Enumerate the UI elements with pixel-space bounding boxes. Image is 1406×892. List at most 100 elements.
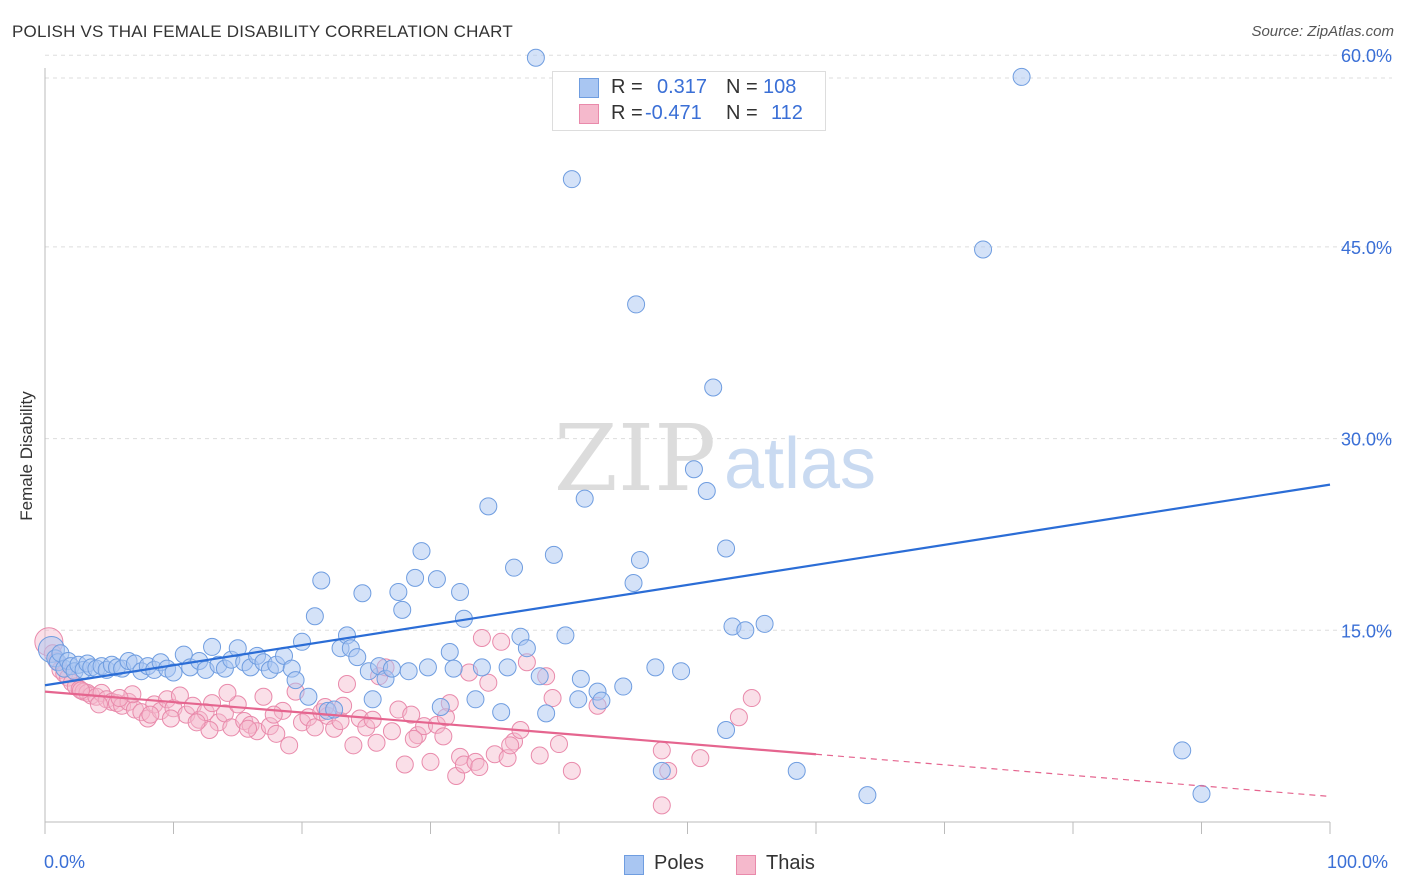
thais-point bbox=[280, 736, 299, 755]
y-tick-label: 30.0% bbox=[1341, 430, 1392, 450]
poles-point bbox=[592, 691, 611, 710]
x-axis-max-label: 100.0% bbox=[1327, 852, 1389, 872]
poles-point bbox=[498, 658, 517, 677]
thais-point bbox=[395, 755, 414, 774]
poles-point bbox=[444, 659, 463, 678]
poles-point bbox=[492, 703, 511, 722]
trend-lines bbox=[44, 483, 1331, 798]
poles-point bbox=[505, 558, 524, 577]
poles-r-value: 0.317 bbox=[657, 76, 708, 98]
poles-point bbox=[569, 690, 588, 709]
poles-point bbox=[312, 571, 331, 590]
poles-points bbox=[37, 48, 1211, 805]
thais-point bbox=[472, 628, 491, 647]
poles-point bbox=[704, 378, 723, 397]
thais-point bbox=[337, 674, 356, 693]
thais-point bbox=[742, 689, 761, 708]
thais-point bbox=[203, 694, 222, 713]
x-axis-min-label: 0.0% bbox=[44, 852, 86, 872]
thais-point bbox=[729, 708, 748, 727]
poles-point bbox=[630, 551, 649, 570]
poles-point bbox=[293, 632, 311, 651]
watermark: ZIP atlas bbox=[554, 405, 876, 512]
thais-legend-label: Thais bbox=[766, 852, 815, 874]
y-tick-label: 60.0% bbox=[1341, 46, 1392, 66]
poles-point bbox=[399, 662, 418, 681]
thais-point bbox=[382, 722, 401, 741]
poles-point bbox=[646, 658, 665, 677]
poles-point bbox=[556, 626, 575, 645]
thais-trend-line-extrapolated bbox=[815, 753, 1331, 798]
poles-point bbox=[571, 669, 590, 688]
thais-point bbox=[652, 796, 671, 815]
poles-point bbox=[697, 481, 716, 500]
poles-point bbox=[858, 786, 877, 805]
legend-row-thais: R = -0.471 N = 112 bbox=[553, 102, 825, 128]
thais-point bbox=[434, 727, 453, 746]
poles-n-label: N = bbox=[726, 76, 758, 98]
poles-point bbox=[717, 720, 736, 739]
poles-point bbox=[517, 639, 536, 658]
poles-point bbox=[562, 170, 581, 189]
thais-point bbox=[501, 736, 520, 755]
poles-point bbox=[431, 697, 450, 716]
thais-point bbox=[421, 752, 440, 771]
poles-point bbox=[348, 648, 367, 667]
correlation-legend: R = 0.317 N = 108 R = -0.471 N = 112 bbox=[552, 71, 826, 131]
thais-point bbox=[305, 718, 324, 737]
poles-point bbox=[466, 690, 485, 709]
poles-point bbox=[203, 637, 222, 656]
poles-point bbox=[440, 643, 459, 662]
chart-source: Source: ZipAtlas.com bbox=[1251, 23, 1394, 40]
poles-point bbox=[787, 761, 806, 780]
poles-point bbox=[530, 667, 549, 686]
thais-n-label: N = bbox=[726, 102, 758, 124]
thais-point bbox=[543, 689, 562, 708]
y-tick-labels: 15.0% 30.0% 45.0% 60.0% bbox=[1341, 46, 1392, 641]
poles-point bbox=[427, 570, 446, 589]
poles-point bbox=[544, 545, 563, 564]
thais-point bbox=[492, 632, 511, 651]
poles-point bbox=[736, 621, 755, 640]
poles-point bbox=[1192, 784, 1211, 803]
poles-point bbox=[472, 658, 491, 677]
poles-point bbox=[393, 600, 412, 619]
thais-point bbox=[404, 729, 423, 748]
thais-point bbox=[325, 719, 344, 738]
poles-point bbox=[363, 690, 382, 709]
thais-legend-swatch bbox=[736, 855, 756, 875]
poles-point bbox=[164, 663, 183, 682]
thais-point bbox=[89, 695, 108, 714]
poles-r-label: R = bbox=[611, 76, 643, 98]
poles-point bbox=[1173, 741, 1192, 760]
poles-point bbox=[389, 582, 408, 601]
poles-point bbox=[627, 295, 646, 314]
poles-point bbox=[672, 662, 691, 681]
poles-point bbox=[537, 704, 556, 723]
thais-point bbox=[71, 681, 90, 700]
poles-point bbox=[353, 584, 372, 603]
poles-trend-line bbox=[44, 483, 1331, 687]
poles-point bbox=[299, 687, 318, 706]
thais-swatch bbox=[579, 104, 599, 124]
poles-point bbox=[382, 659, 401, 678]
thais-point bbox=[357, 718, 376, 737]
thais-point bbox=[652, 741, 671, 760]
chart-title: POLISH VS THAI FEMALE DISABILITY CORRELA… bbox=[12, 22, 513, 41]
thais-n-value: 112 bbox=[771, 102, 803, 124]
legend-row-poles: R = 0.317 N = 108 bbox=[553, 76, 825, 102]
thais-point bbox=[479, 673, 498, 692]
poles-point bbox=[305, 607, 324, 626]
thais-point bbox=[260, 717, 279, 736]
poles-point bbox=[974, 240, 993, 259]
poles-point bbox=[717, 539, 736, 558]
poles-point bbox=[652, 761, 671, 780]
thais-point bbox=[161, 709, 180, 728]
poles-point bbox=[418, 658, 437, 677]
thais-point bbox=[187, 713, 206, 732]
poles-point bbox=[412, 542, 431, 561]
thais-point bbox=[267, 724, 286, 743]
thais-point bbox=[402, 705, 421, 724]
thais-point bbox=[239, 719, 258, 738]
